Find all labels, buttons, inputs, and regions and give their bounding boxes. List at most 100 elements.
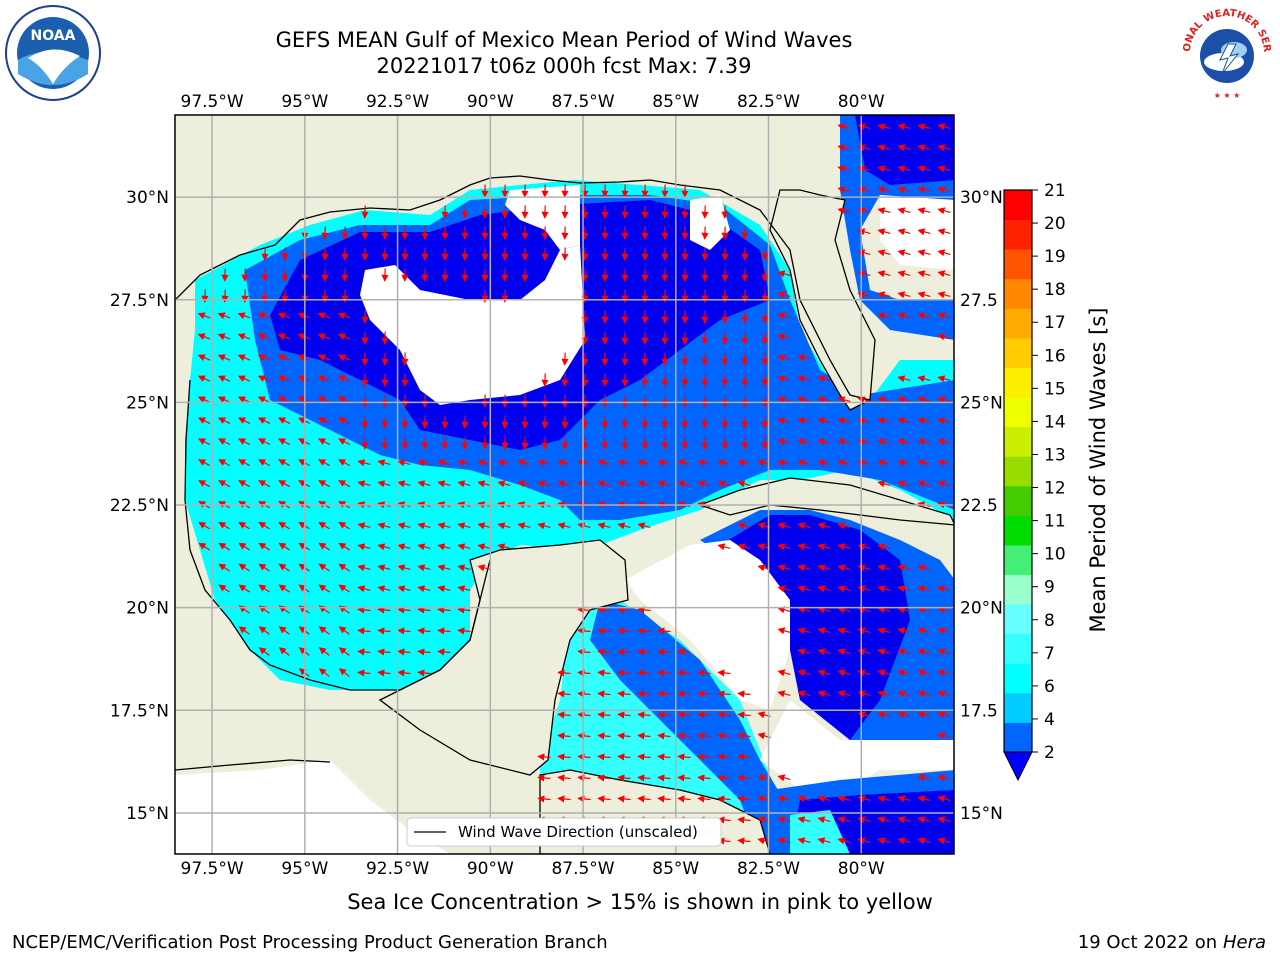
wave-direction-arrow	[817, 585, 831, 593]
wave-direction-arrow	[417, 648, 431, 656]
wave-direction-arrow	[777, 543, 791, 551]
wave-direction-arrow	[797, 438, 811, 446]
wave-direction-arrow	[877, 543, 891, 551]
wave-direction-arrow	[437, 648, 451, 656]
wave-direction-arrow	[877, 669, 891, 677]
wave-direction-arrow	[557, 690, 571, 698]
wave-direction-arrow	[937, 438, 951, 446]
wave-direction-arrow	[877, 795, 891, 803]
wave-direction-arrow	[837, 690, 851, 698]
wave-direction-arrow	[837, 543, 851, 551]
lat-tick-label-left: 15°N	[126, 804, 169, 824]
wave-direction-arrow	[897, 186, 911, 194]
lat-tick-label-right: 27.5	[960, 291, 998, 311]
wave-direction-arrow	[417, 459, 431, 467]
wave-direction-arrow	[797, 396, 811, 404]
wave-direction-arrow	[317, 354, 331, 362]
wave-direction-arrow	[337, 375, 351, 383]
wave-direction-arrow	[597, 669, 611, 677]
wave-direction-arrow	[837, 627, 851, 635]
wave-direction-arrow	[318, 668, 330, 677]
wave-direction-arrow	[797, 375, 811, 383]
wave-direction-arrow	[497, 459, 511, 467]
lon-tick-label-bottom: 85°W	[652, 859, 699, 879]
wave-direction-arrow	[657, 480, 671, 488]
lat-tick-label-right: 17.5	[960, 701, 998, 721]
lon-tick-label-top: 82.5°W	[737, 92, 800, 112]
wave-direction-arrow	[877, 249, 891, 257]
wave-direction-arrow	[797, 795, 811, 803]
wave-direction-arrow	[937, 186, 951, 194]
wave-direction-arrow	[277, 438, 291, 446]
wave-direction-arrow	[278, 647, 290, 656]
wave-direction-arrow	[258, 626, 270, 635]
wave-direction-arrow	[237, 375, 251, 383]
wave-direction-arrow	[817, 795, 831, 803]
wave-direction-arrow	[917, 249, 931, 257]
wave-direction-arrow	[777, 459, 791, 467]
wave-direction-arrow	[817, 816, 831, 824]
wave-direction-arrow	[237, 417, 251, 424]
wave-direction-arrow	[537, 774, 551, 782]
wave-direction-arrow	[617, 753, 631, 761]
wave-direction-arrow	[637, 732, 651, 740]
wave-direction-arrow	[597, 459, 611, 467]
wave-direction-arrow	[937, 627, 951, 635]
wave-direction-arrow	[317, 438, 331, 446]
wave-direction-arrow	[417, 585, 431, 593]
wave-direction-arrow	[457, 606, 471, 614]
wave-direction-arrow	[457, 459, 471, 467]
wave-direction-arrow	[238, 626, 250, 635]
wave-direction-arrow	[437, 606, 451, 614]
lat-tick-label-right: 20°N	[960, 599, 1003, 619]
wave-direction-arrow	[537, 522, 551, 530]
wave-direction-arrow	[637, 522, 651, 530]
wave-direction-arrow	[437, 459, 451, 467]
wave-direction-arrow	[917, 816, 931, 824]
wave-direction-arrow	[597, 711, 611, 719]
wave-direction-arrow	[697, 690, 711, 698]
noaa-logo-text: NOAA	[31, 28, 76, 44]
wave-direction-arrow	[837, 648, 851, 656]
wave-direction-arrow	[677, 669, 691, 677]
wave-direction-arrow	[557, 480, 571, 488]
wave-direction-arrow	[357, 669, 371, 677]
wave-direction-arrow	[817, 543, 831, 551]
coastline	[175, 175, 871, 691]
wave-direction-arrow	[537, 480, 551, 488]
wave-direction-arrow	[338, 521, 351, 530]
wave-direction-arrow	[278, 626, 290, 635]
wave-direction-arrow	[777, 291, 791, 299]
wave-direction-arrow	[557, 732, 571, 740]
lon-tick-label-top: 80°W	[838, 92, 885, 112]
wave-direction-arrow	[338, 668, 350, 677]
wave-direction-arrow	[797, 354, 811, 362]
wave-direction-arrow	[777, 522, 791, 530]
wave-direction-arrow	[937, 396, 951, 404]
wave-direction-arrow	[637, 795, 651, 803]
wave-direction-arrow	[797, 627, 811, 635]
wave-direction-arrow	[777, 417, 791, 425]
wave-direction-arrow	[477, 459, 491, 467]
wave-direction-arrow	[258, 584, 270, 593]
wave-direction-arrow	[417, 627, 431, 635]
wave-direction-arrow	[797, 459, 811, 467]
wave-direction-arrow	[577, 522, 591, 530]
svg-text:★ ★ ★: ★ ★ ★	[1214, 91, 1241, 100]
wave-direction-arrow	[577, 753, 591, 761]
wave-direction-arrow	[218, 459, 231, 467]
wave-direction-arrow	[457, 522, 471, 530]
wave-direction-arrow	[917, 648, 931, 656]
wave-direction-arrow	[318, 542, 330, 551]
wave-direction-arrow	[218, 521, 231, 530]
footer-date: 19 Oct 2022 on Hera	[1078, 932, 1266, 953]
wave-direction-arrow	[457, 585, 471, 593]
wave-direction-arrow	[337, 354, 351, 362]
wave-direction-arrow	[318, 626, 330, 635]
wave-direction-arrow	[238, 459, 251, 467]
wave-direction-arrow	[277, 333, 291, 341]
wave-direction-arrow	[317, 333, 331, 341]
wave-direction-arrow	[317, 312, 331, 320]
wave-direction-arrow	[637, 606, 651, 614]
